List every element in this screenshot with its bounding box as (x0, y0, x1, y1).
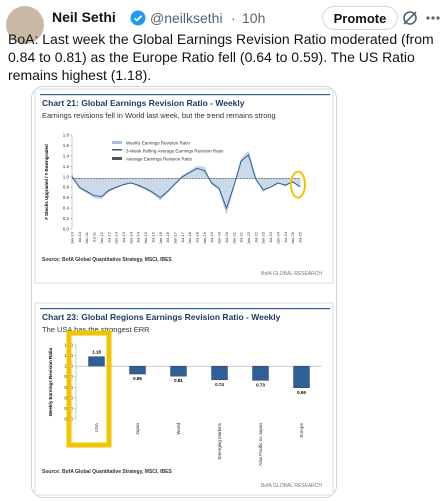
x-tick-label: Jul-20 (224, 231, 229, 243)
bar (129, 365, 146, 375)
y-tick-label: 0.2 (63, 216, 70, 221)
separator: · (231, 10, 236, 26)
x-tick-label: Jul-12 (106, 231, 111, 243)
y-axis-label: Weekly Earnings Revision Ratio (48, 348, 53, 417)
x-tick-label: Jul-23 (268, 231, 273, 243)
x-tick-label: Jan-17 (172, 231, 177, 244)
x-tick-label: Jul-18 (195, 231, 200, 243)
promote-button[interactable]: Promote (322, 6, 398, 30)
x-tick-label: Jan-10 (70, 231, 75, 244)
y-tick-label: 1.0 (63, 174, 70, 179)
bar (88, 356, 105, 367)
x-tick-label: Jul-21 (239, 231, 244, 243)
legend-label: Weekly Earnings Revision Ratio (126, 141, 190, 146)
x-tick-label: Jan-18 (187, 231, 192, 244)
value-label: 0.81 (174, 378, 183, 383)
y-tick-label: 1.8 (63, 133, 70, 138)
x-tick-label: Europe (299, 423, 304, 438)
bar (211, 365, 228, 381)
x-tick-label: Jul-15 (150, 231, 155, 243)
chart-credit: BofA GLOBAL RESEARCH (261, 271, 322, 277)
chart-credit: BofA GLOBAL RESEARCH (261, 483, 322, 489)
y-tick-label: 1.2 (63, 164, 70, 169)
chart-subtitle: The USA has the strongest ERR (42, 325, 150, 334)
value-label: 0.73 (256, 382, 265, 387)
legend-swatch (112, 141, 122, 144)
highlight-box (66, 330, 112, 448)
grok-icon[interactable] (402, 10, 418, 26)
x-tick-label: Jul-13 (121, 231, 126, 243)
x-tick-label: Jan-16 (158, 231, 163, 244)
x-tick-label: Jan-25 (290, 231, 295, 244)
value-label: 1.18 (92, 350, 101, 355)
y-tick-label: 0.6 (63, 195, 70, 200)
x-tick-label: Jul-24 (283, 231, 288, 243)
author-name[interactable]: Neil Sethi (52, 9, 116, 25)
x-tick-label: Jul-10 (77, 231, 82, 243)
x-tick-label: Jul-14 (136, 231, 141, 243)
x-tick-label: Jan-11 (84, 231, 89, 244)
x-tick-label: Jan-22 (246, 231, 251, 244)
bar (293, 365, 310, 389)
chart-title: Chart 23: Global Regions Earnings Revisi… (42, 312, 281, 322)
chart-image: Chart 21: Global Earnings Revision Ratio… (34, 88, 334, 496)
x-tick-label: Emerging Markets (217, 422, 222, 459)
x-tick-label: Jan-23 (261, 231, 266, 244)
x-tick-label: Jan-21 (231, 231, 236, 244)
x-tick-label: Jul-16 (165, 231, 170, 243)
author-handle[interactable]: @neilksethi (150, 10, 223, 26)
bar (170, 365, 187, 377)
y-axis-label: # Stocks Upgraded / # Downgraded (44, 144, 49, 220)
avatar[interactable] (6, 6, 44, 44)
title-rule (40, 94, 330, 96)
more-button[interactable] (424, 10, 442, 26)
bar (252, 365, 269, 381)
highlight-circle (290, 170, 306, 199)
timestamp[interactable]: 10h (242, 10, 266, 26)
y-tick-label: 0.0 (63, 227, 70, 232)
chart-frame (34, 88, 334, 284)
legend-label: 3-Week Rolling Average Earnings Revision… (126, 149, 224, 154)
x-tick-label: Jan-13 (114, 231, 119, 244)
x-tick-label: Jul-17 (180, 231, 185, 243)
value-label: 0.59 (297, 390, 306, 395)
rolling-line (71, 153, 301, 210)
x-tick-label: USA (94, 423, 99, 432)
x-tick-label: Jul-25 (298, 231, 303, 243)
media[interactable]: Chart 21: Global Earnings Revision Ratio… (31, 86, 337, 498)
y-tick-label: 1.6 (63, 143, 70, 148)
x-tick-label: Jul-11 (92, 231, 97, 242)
title-rule (40, 308, 330, 310)
x-tick-label: Japan (135, 423, 140, 436)
x-tick-label: Jan-20 (217, 231, 222, 244)
x-tick-label: Jan-24 (275, 231, 280, 244)
chart-source: Source: BofA Global Quantitative Strateg… (42, 257, 172, 263)
x-tick-label: Jan-14 (128, 231, 133, 244)
chart-subtitle: Earnings revisions fell in World last we… (42, 111, 276, 120)
legend-label: Average Earnings Revision Ratio (126, 157, 192, 162)
tweet-text: BoA: Last week the Global Earnings Revis… (8, 31, 434, 83)
y-tick-label: 0.8 (63, 185, 70, 190)
value-label: 0.85 (133, 376, 142, 381)
legend-swatch (112, 157, 122, 160)
legend-swatch (112, 149, 122, 151)
y-tick-label: 1.4 (63, 153, 70, 158)
chart-title: Chart 21: Global Earnings Revision Ratio… (42, 98, 245, 108)
x-tick-label: Jan-12 (99, 231, 104, 244)
x-tick-label: Jul-19 (209, 231, 214, 243)
x-tick-label: World (176, 423, 181, 435)
x-tick-label: Jan-15 (143, 231, 148, 244)
chart-source: Source: BofA Global Quantitative Strateg… (42, 469, 172, 475)
x-tick-label: Jul-22 (253, 231, 258, 243)
value-label: 0.74 (215, 382, 224, 387)
x-tick-label: Jan-19 (202, 231, 207, 244)
verified-badge (130, 10, 146, 26)
x-tick-label: Asia Pacific ex Japan (258, 423, 263, 466)
y-tick-label: 0.4 (63, 206, 70, 211)
